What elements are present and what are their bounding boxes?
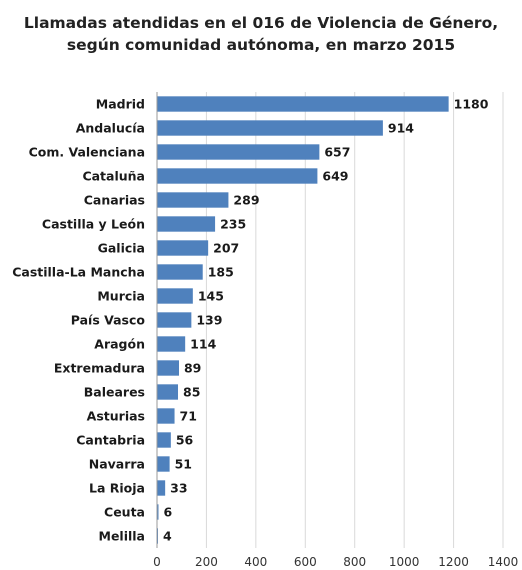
bar	[157, 312, 192, 328]
value-label: 139	[196, 313, 222, 328]
bar	[157, 216, 216, 232]
category-label: Castilla y León	[42, 217, 145, 232]
value-label: 71	[180, 409, 197, 424]
bar	[157, 240, 209, 256]
value-label: 51	[175, 457, 192, 472]
value-label: 649	[322, 169, 348, 184]
category-label: Andalucía	[76, 121, 145, 136]
bar	[157, 120, 383, 136]
x-tick-label: 200	[195, 555, 218, 569]
bar	[157, 480, 166, 496]
category-label: Galicia	[98, 241, 145, 256]
value-label: 33	[170, 481, 187, 496]
value-label: 89	[184, 361, 201, 376]
value-label: 914	[388, 121, 414, 136]
value-label: 145	[198, 289, 224, 304]
bar	[157, 432, 171, 448]
category-label: Asturias	[87, 409, 145, 424]
value-label: 289	[233, 193, 259, 208]
bar	[157, 360, 179, 376]
bar	[157, 96, 449, 112]
chart-title-line-1: Llamadas atendidas en el 016 de Violenci…	[24, 14, 498, 32]
bar	[157, 288, 193, 304]
value-label: 207	[213, 241, 239, 256]
bar	[157, 384, 179, 400]
x-tick-label: 1400	[488, 555, 519, 569]
value-label: 657	[324, 145, 350, 160]
value-label: 85	[183, 385, 200, 400]
category-label: Madrid	[96, 97, 145, 112]
category-label: Baleares	[84, 385, 145, 400]
bar	[157, 408, 175, 424]
chart-title: Llamadas atendidas en el 016 de Violenci…	[24, 14, 498, 54]
category-label: Canarias	[84, 193, 145, 208]
category-label: Murcia	[97, 289, 145, 304]
chart-title-line-2: según comunidad autónoma, en marzo 2015	[67, 36, 455, 54]
category-label: Navarra	[89, 457, 145, 472]
bar	[157, 336, 186, 352]
value-label: 56	[176, 433, 194, 448]
bar	[157, 192, 229, 208]
x-tick-label: 400	[244, 555, 267, 569]
category-label: Cataluña	[82, 169, 145, 184]
x-tick-label: 1000	[389, 555, 420, 569]
value-labels: 1180 914 657 649 289 235 207 185 145 139 114 89 85 71…	[163, 97, 489, 544]
category-labels: Madrid Andalucía Com. Valenciana Cataluña Ca…	[12, 97, 145, 544]
value-label: 114	[190, 337, 216, 352]
bar	[157, 168, 318, 184]
bar	[157, 504, 159, 520]
x-tick-label: 1200	[438, 555, 469, 569]
bar	[157, 144, 320, 160]
bar	[157, 264, 203, 280]
bar	[157, 456, 170, 472]
category-label: Ceuta	[104, 505, 145, 520]
category-label: Extremadura	[54, 361, 145, 376]
category-label: Cantabria	[76, 433, 145, 448]
value-label: 185	[208, 265, 234, 280]
bars	[157, 96, 449, 544]
category-label: Castilla-La Mancha	[12, 265, 145, 280]
x-tick-label: 600	[294, 555, 317, 569]
x-tick-label: 800	[343, 555, 366, 569]
category-label: Aragón	[94, 337, 145, 352]
category-label: País Vasco	[71, 313, 146, 328]
category-label: La Rioja	[89, 481, 145, 496]
category-label: Melilla	[99, 529, 146, 544]
value-label: 6	[163, 505, 172, 520]
value-label: 4	[163, 529, 172, 544]
value-label: 1180	[454, 97, 489, 112]
category-label: Com. Valenciana	[29, 145, 145, 160]
gridlines	[205, 92, 504, 548]
x-tick-label: 0	[153, 555, 161, 569]
x-axis-ticks: 0 200 400 600 800 1000 1200 1400	[153, 555, 518, 569]
value-label: 235	[220, 217, 246, 232]
